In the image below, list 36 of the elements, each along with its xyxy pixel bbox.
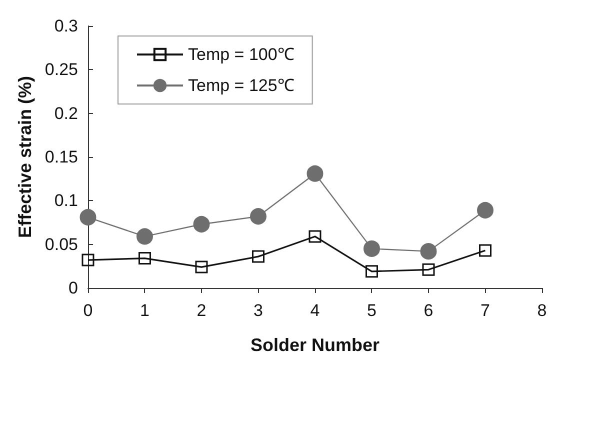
legend-label: Temp = 100℃ — [188, 45, 294, 64]
point — [479, 244, 492, 257]
y-tick-label: 0.15 — [44, 148, 78, 166]
point — [193, 216, 210, 232]
point — [422, 263, 435, 276]
x-tick-label: 2 — [196, 301, 206, 320]
y-tick-label: 0 — [68, 278, 78, 298]
point — [364, 240, 380, 257]
y-axis-title: Effective strain (%) — [15, 76, 35, 238]
point — [306, 165, 324, 182]
point — [252, 250, 264, 263]
point — [138, 252, 151, 265]
point — [80, 209, 96, 226]
y-tick-label: 0.3 — [54, 16, 78, 36]
x-tick-label: 0 — [83, 301, 93, 320]
point — [82, 254, 94, 266]
y-tick-label: 0.05 — [44, 234, 78, 254]
y-tick-label: 0.2 — [54, 104, 78, 123]
x-tick-label: 8 — [537, 301, 547, 320]
point — [308, 230, 322, 243]
x-tick-label: 3 — [254, 301, 263, 320]
y-tick-label: 0.25 — [44, 60, 78, 80]
x-tick-label: 7 — [480, 301, 490, 320]
x-tick-label: 4 — [310, 301, 320, 320]
point — [250, 208, 266, 225]
point — [365, 265, 378, 278]
y-tick-label: 0.1 — [54, 191, 78, 210]
x-axis-title: Solder Number — [250, 335, 380, 355]
x-tick-label: 6 — [424, 301, 434, 320]
point — [195, 260, 208, 274]
point — [420, 243, 437, 260]
x-tick-label: 1 — [140, 301, 150, 320]
legend-label: Temp = 125℃ — [188, 76, 294, 95]
x-tick-label: 5 — [367, 301, 376, 320]
point — [477, 202, 494, 219]
point — [136, 228, 153, 245]
